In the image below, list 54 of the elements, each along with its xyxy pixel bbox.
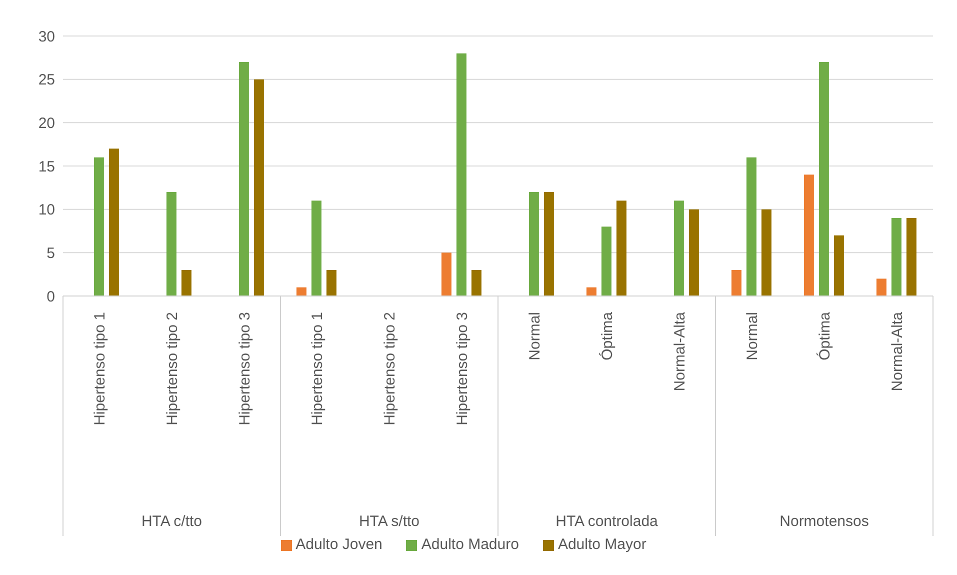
- y-tick-label: 20: [38, 114, 55, 132]
- bar: [471, 270, 482, 296]
- x-tick-label: Hipertenso tipo 1: [91, 312, 108, 426]
- bar: [601, 226, 612, 296]
- x-tick-label: Hipertenso tipo 1: [308, 312, 326, 426]
- bar: [181, 270, 192, 296]
- bar: [296, 287, 306, 296]
- legend-label: Adulto Mayor: [558, 536, 646, 553]
- bar: [674, 200, 684, 296]
- bar: [818, 62, 829, 296]
- bar: [528, 192, 539, 296]
- y-tick-label: 0: [46, 288, 55, 306]
- y-tick-label: 25: [38, 72, 55, 89]
- legend-label: Adulto Maduro: [421, 536, 519, 553]
- bar: [456, 53, 466, 296]
- y-tick-label: 30: [38, 28, 55, 46]
- bar: [108, 148, 119, 296]
- bar: [544, 192, 554, 296]
- text: HTA c/tto: [141, 513, 202, 530]
- bar: [804, 174, 814, 296]
- x-tick-label: Óptima: [815, 311, 834, 360]
- x-tick-label: Hipertenso tipo 3: [454, 312, 471, 426]
- bar: [311, 200, 322, 296]
- text: Normotensos: [780, 513, 869, 530]
- x-tick-label: Normal-Alta: [671, 311, 688, 392]
- bar: [238, 62, 249, 296]
- bar: [586, 287, 596, 296]
- bar: [834, 235, 844, 296]
- x-tick-label: Normal: [744, 312, 761, 360]
- x-tick-label: Normal-Alta: [888, 311, 906, 392]
- x-tick-label: Hipertenso tipo 2: [381, 312, 398, 426]
- bar: [688, 209, 699, 296]
- x-tick-label: Hipertenso tipo 2: [164, 312, 181, 426]
- y-tick-label: 5: [46, 244, 55, 262]
- bar: [761, 209, 772, 296]
- bar: [616, 200, 626, 296]
- bar: [254, 79, 264, 296]
- x-tick-label: Hipertenso tipo 3: [236, 312, 254, 426]
- legend-label: Adulto Joven: [296, 536, 382, 553]
- bar: [876, 278, 886, 296]
- text: HTA controlada: [556, 513, 659, 530]
- y-tick-label: 15: [38, 158, 55, 176]
- bar: [746, 157, 756, 296]
- y-tick-label: 10: [38, 202, 55, 219]
- bar: [166, 192, 176, 296]
- bar: [326, 270, 336, 296]
- text: HTA s/tto: [358, 513, 420, 530]
- bar: [731, 270, 742, 296]
- bar: [906, 218, 916, 296]
- bar: [441, 252, 452, 296]
- bar: [891, 218, 902, 296]
- bar: [94, 157, 104, 296]
- x-tick-label: Normal: [526, 312, 544, 360]
- x-tick-label: Óptima: [598, 311, 616, 360]
